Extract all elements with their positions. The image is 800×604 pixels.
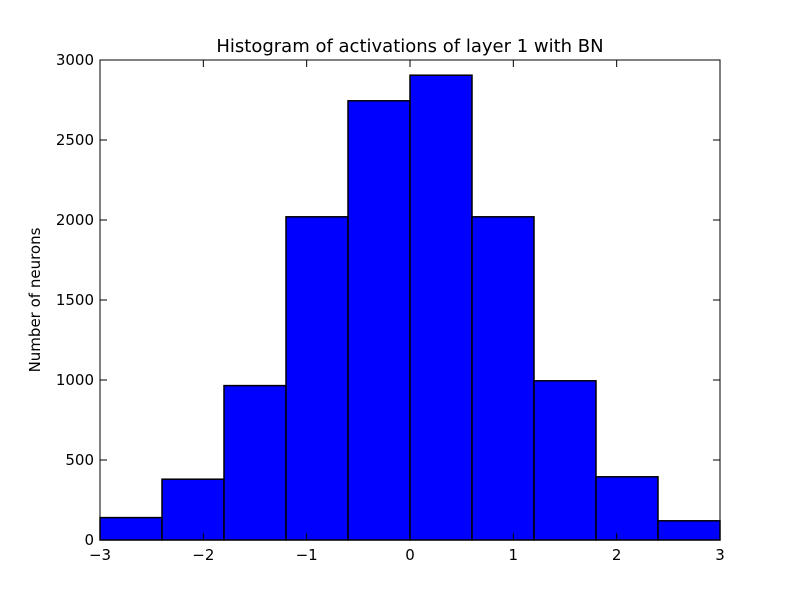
histogram-bar bbox=[99, 516, 163, 541]
histogram-bar bbox=[223, 384, 287, 541]
chart-title: Histogram of activations of layer 1 with… bbox=[216, 36, 603, 57]
histogram-bar bbox=[285, 216, 349, 541]
histogram-bar bbox=[161, 478, 225, 541]
bars-group bbox=[99, 74, 721, 541]
x-tick-label: 0 bbox=[405, 546, 415, 564]
y-tick-label: 2000 bbox=[56, 211, 94, 229]
ticks-group: −3 −2 −1 0 1 2 3 0 500 1000 1500 2000 2500 3000 bbox=[56, 51, 725, 564]
x-tick-label: 1 bbox=[509, 546, 519, 564]
y-tick-label: 3000 bbox=[56, 51, 94, 69]
y-tick-label: 2500 bbox=[56, 131, 94, 149]
histogram-bar bbox=[657, 520, 721, 541]
x-tick-label: 2 bbox=[612, 546, 622, 564]
histogram-bar bbox=[409, 74, 473, 541]
histogram-bar bbox=[471, 216, 535, 541]
x-tick-label: −3 bbox=[89, 546, 111, 564]
x-tick-label: −2 bbox=[192, 546, 214, 564]
x-tick-label: −1 bbox=[296, 546, 318, 564]
histogram-bar bbox=[533, 380, 597, 541]
y-tick-label: 500 bbox=[65, 451, 94, 469]
y-tick-label: 1000 bbox=[56, 371, 94, 389]
plot-frame bbox=[99, 59, 721, 541]
histogram-bar bbox=[347, 100, 411, 541]
y-tick-label: 1500 bbox=[56, 291, 94, 309]
y-tick-label: 0 bbox=[84, 531, 94, 549]
y-axis-label: Number of neurons bbox=[26, 227, 44, 372]
x-tick-label: 3 bbox=[715, 546, 725, 564]
histogram-bar bbox=[595, 476, 659, 541]
